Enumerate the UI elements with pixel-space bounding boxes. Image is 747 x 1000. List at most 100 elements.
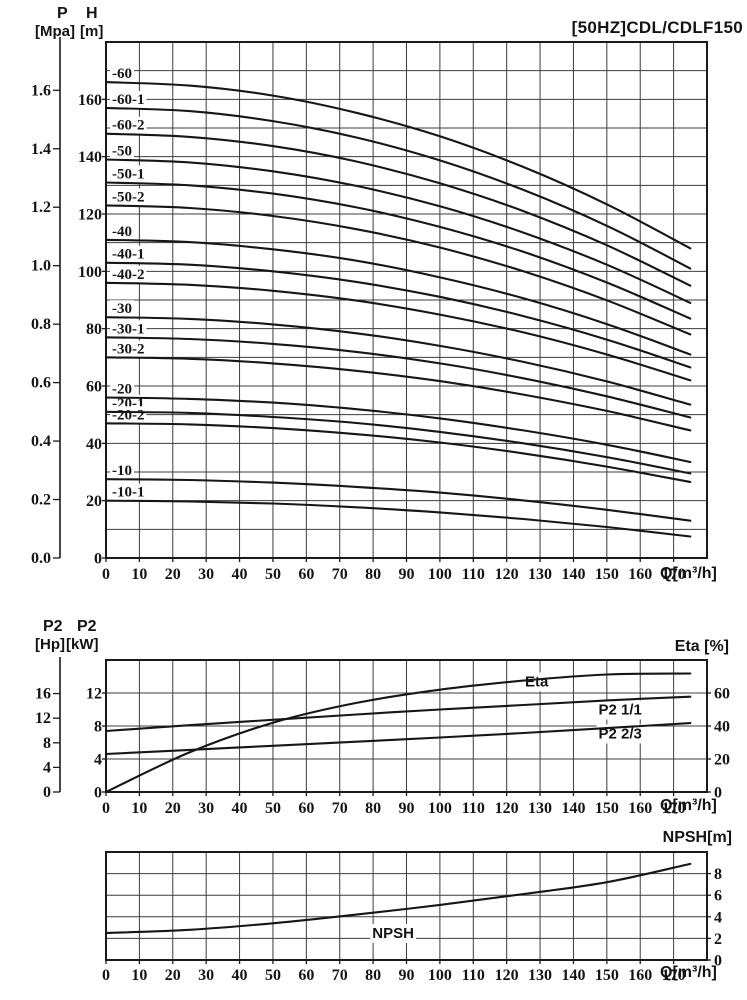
x-tick-label: 140 xyxy=(561,800,585,817)
x-tick-label: 100 xyxy=(428,800,452,817)
curve-label--50-1: -50-1 xyxy=(112,166,145,182)
p-tick-label: 0.2 xyxy=(31,492,51,509)
kw-tick-label: 12 xyxy=(86,686,102,703)
x-tick-label: 90 xyxy=(399,800,415,817)
x-tick-label: 90 xyxy=(399,566,415,583)
x-tick-label: 80 xyxy=(365,800,381,817)
x-tick-label: 150 xyxy=(595,566,619,583)
h-tick-label: 100 xyxy=(78,264,102,281)
x-tick-label: 130 xyxy=(528,566,552,583)
x-tick-label: 10 xyxy=(131,566,147,583)
curve-label--20-2: -20-2 xyxy=(112,407,145,423)
h-tick-label: 60 xyxy=(86,379,102,396)
head-curve--50-1 xyxy=(104,181,692,320)
curve-label--10: -10 xyxy=(112,463,132,479)
p-tick-label: 1.6 xyxy=(31,82,51,99)
curve-label--40-2: -40-2 xyxy=(112,267,145,283)
x-tick-label: 10 xyxy=(131,800,147,817)
x-tick-label: 170 xyxy=(662,967,686,984)
p-tick-label: 1.2 xyxy=(31,199,51,216)
q-axis-label-main: Q[m³/h] xyxy=(660,565,717,582)
x-tick-label: 0 xyxy=(102,566,110,583)
p2-hp-title: P2 xyxy=(43,618,63,635)
eta-tick-label: 0 xyxy=(714,785,722,802)
eta-axis-title: Eta [%] xyxy=(674,638,729,655)
curve-label--10-1: -10-1 xyxy=(112,485,145,501)
head-curve--20-1 xyxy=(104,410,692,475)
h-tick-label: 120 xyxy=(78,207,102,224)
head-curve--60-1 xyxy=(104,106,692,270)
h-tick-label: 140 xyxy=(78,149,102,166)
x-tick-label: 60 xyxy=(298,967,314,984)
curve-label--50-2: -50-2 xyxy=(112,189,145,205)
x-tick-label: 40 xyxy=(232,967,248,984)
head-curve--10-1 xyxy=(104,499,692,538)
p-tick-label: 1.4 xyxy=(31,141,51,158)
npsh-tick-label: 2 xyxy=(714,931,722,948)
label-P223: P2 2/3 xyxy=(599,725,642,742)
p-tick-label: 0.0 xyxy=(31,550,51,567)
x-tick-label: 110 xyxy=(462,566,485,583)
x-tick-label: 10 xyxy=(131,967,147,984)
curve-label--40-1: -40-1 xyxy=(112,247,145,263)
label-Eta: Eta xyxy=(525,673,549,690)
kw-tick-label: 0 xyxy=(94,785,102,802)
hp-tick-label: 16 xyxy=(35,686,51,703)
head-curve--30-2 xyxy=(104,356,692,432)
x-tick-label: 80 xyxy=(365,967,381,984)
x-tick-label: 30 xyxy=(198,566,214,583)
head-curve--20-2 xyxy=(104,422,692,484)
head-curve--50 xyxy=(104,158,692,304)
p2-hp-unit: [Hp] xyxy=(35,636,65,653)
x-tick-label: 160 xyxy=(628,566,652,583)
p-tick-label: 1.0 xyxy=(31,258,51,275)
x-tick-label: 20 xyxy=(165,566,181,583)
p2-kw-unit: [kW] xyxy=(66,636,99,653)
x-tick-label: 50 xyxy=(265,967,281,984)
head-curve--30-1 xyxy=(104,336,692,419)
label-P211: P2 1/1 xyxy=(599,702,642,719)
x-tick-label: 50 xyxy=(265,800,281,817)
x-tick-label: 50 xyxy=(265,566,281,583)
curve-label--30: -30 xyxy=(112,301,132,317)
h-tick-label: 160 xyxy=(78,92,102,109)
x-tick-label: 130 xyxy=(528,967,552,984)
x-tick-label: 70 xyxy=(332,800,348,817)
x-tick-label: 170 xyxy=(662,566,686,583)
power-curve-P223 xyxy=(104,722,692,756)
x-tick-label: 140 xyxy=(561,967,585,984)
x-tick-label: 0 xyxy=(102,800,110,817)
h-tick-label: 0 xyxy=(94,551,102,568)
x-tick-label: 60 xyxy=(298,566,314,583)
npsh-tick-label: 0 xyxy=(714,953,722,970)
q-axis-label-power: Q[m³/h] xyxy=(660,797,717,814)
h-tick-label: 40 xyxy=(86,436,102,453)
x-tick-label: 150 xyxy=(595,967,619,984)
x-tick-label: 60 xyxy=(298,800,314,817)
x-tick-label: 30 xyxy=(198,800,214,817)
head-curve--40 xyxy=(104,238,692,356)
npsh-tick-label: 8 xyxy=(714,866,722,883)
head-curve--50-2 xyxy=(104,204,692,336)
x-tick-label: 110 xyxy=(462,800,485,817)
hp-tick-label: 4 xyxy=(43,759,51,776)
npsh-chart: 0 10 20 30 40 50 60 70 80 90 100 110 120 130 140 150 160… xyxy=(102,851,722,984)
x-tick-label: 100 xyxy=(428,566,452,583)
x-tick-label: 0 xyxy=(102,967,110,984)
head-curve--60 xyxy=(104,81,692,250)
curve-label--60: -60 xyxy=(112,66,132,82)
x-tick-label: 130 xyxy=(528,800,552,817)
p-tick-label: 0.4 xyxy=(31,433,51,450)
p-axis-title: P xyxy=(57,5,68,22)
h-axis-title: H xyxy=(86,5,98,22)
p-axis-unit: [Mpa] xyxy=(35,23,75,40)
power-curve-P211 xyxy=(104,695,692,733)
npsh-curve xyxy=(104,862,692,935)
x-tick-label: 120 xyxy=(495,800,519,817)
x-tick-label: 70 xyxy=(332,566,348,583)
label-NPSH: NPSH xyxy=(372,925,414,942)
x-tick-label: 40 xyxy=(232,566,248,583)
curve-label--60-1: -60-1 xyxy=(112,92,145,108)
